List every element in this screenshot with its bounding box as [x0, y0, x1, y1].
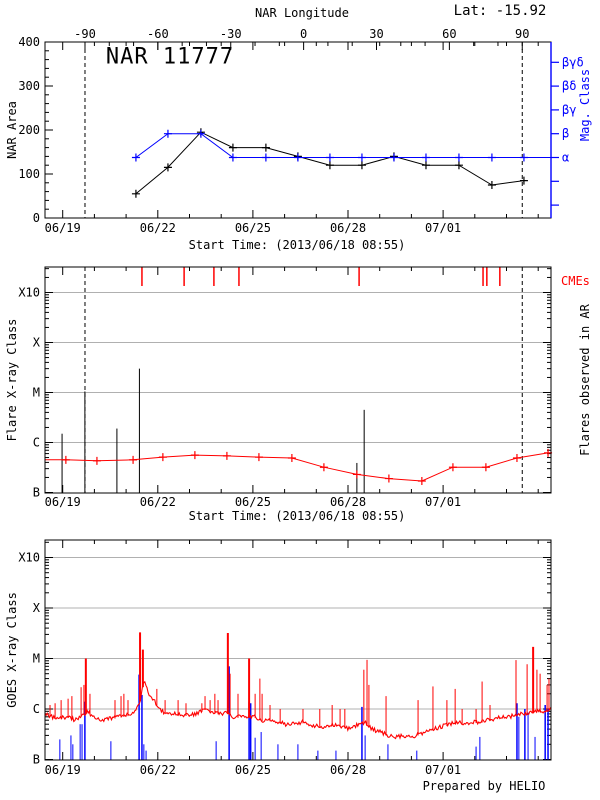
flare-index-marker	[61, 455, 70, 464]
x-tick-label: 06/28	[330, 495, 366, 509]
y-tick-label: B	[33, 486, 40, 500]
page-title: NAR 11777	[105, 44, 235, 70]
mag-class-marker	[293, 153, 302, 162]
flare-index-marker	[254, 453, 263, 462]
mag-class-marker	[519, 153, 528, 162]
x-tick-label: 06/28	[330, 763, 366, 777]
flare-index-marker	[287, 453, 296, 462]
flare-index-marker	[129, 455, 138, 464]
flare-index-marker	[319, 463, 328, 472]
mag-class-marker	[421, 153, 430, 162]
y-tick-label: X	[33, 601, 41, 615]
mag-class-marker	[454, 153, 463, 162]
mag-class-marker	[389, 153, 398, 162]
goes-class-axis-label: GOES X-ray Class	[5, 592, 19, 708]
mag-class-marker	[325, 153, 334, 162]
x-tick-label: 07/01	[425, 763, 461, 777]
start-time-label-1: Start Time: (2013/06/18 08:55)	[188, 238, 406, 252]
y-tick-label: X	[33, 336, 41, 350]
nar-area-marker	[487, 181, 496, 189]
flare-index-marker	[222, 451, 231, 460]
x-tick-label: 06/22	[140, 495, 176, 509]
nar-area-axis-label: NAR Area	[5, 101, 19, 159]
mag-class-marker	[163, 129, 172, 138]
flare-index-marker	[417, 476, 426, 485]
nar-area-marker	[131, 189, 140, 198]
x-tick-label: 06/19	[45, 221, 81, 235]
latitude-label: Lat: -15.92	[453, 3, 547, 19]
x-tick-label: 06/22	[140, 763, 176, 777]
y-tick-label: 400	[18, 35, 40, 49]
flare-index-marker	[384, 474, 393, 483]
flare-index-marker	[190, 451, 199, 460]
mag-tick-label: βδ	[562, 79, 576, 93]
x-tick-label: 06/28	[330, 221, 366, 235]
longitude-tick-label: 0	[300, 27, 307, 41]
y-tick-label: 0	[33, 211, 40, 225]
mag-class-marker	[131, 153, 140, 162]
flare-index-marker	[512, 453, 521, 462]
mag-class-line	[135, 133, 551, 158]
flare-index-marker	[158, 453, 167, 462]
y-tick-label: B	[33, 753, 40, 767]
x-tick-label: 07/01	[425, 221, 461, 235]
flare-index-marker	[481, 463, 490, 472]
nar-area-marker	[454, 161, 463, 170]
longitude-tick-label: -30	[220, 27, 242, 41]
y-tick-label: M	[33, 652, 40, 666]
panel3-frame	[44, 539, 552, 761]
y-tick-label: 300	[18, 79, 40, 93]
y-tick-label: X10	[18, 286, 40, 300]
longitude-tick-label: -90	[74, 27, 96, 41]
x-tick-label: 06/19	[45, 763, 81, 777]
flare-index-marker	[448, 463, 457, 472]
credit-label: Prepared by HELIO	[422, 779, 546, 793]
nar-area-marker	[519, 176, 528, 185]
mag-class-marker	[196, 129, 205, 138]
mag-tick-label: α	[562, 151, 569, 165]
mag-class-axis-label: Mag. Class	[578, 68, 592, 142]
cmes-label: CMEs	[561, 274, 590, 288]
top-axis-title: NAR Longitude	[255, 6, 349, 20]
mag-class-marker	[261, 153, 270, 162]
mag-class-marker	[487, 153, 496, 162]
mag-class-marker	[228, 153, 237, 162]
flare-index-marker	[92, 456, 101, 465]
nar-area-marker	[163, 163, 172, 172]
flare-class-axis-label: Flare X-ray Class	[5, 318, 19, 442]
nar-area-marker	[228, 143, 237, 152]
nar-area-marker	[421, 161, 430, 170]
x-tick-label: 06/25	[235, 221, 271, 235]
y-tick-label: 200	[18, 123, 40, 137]
start-time-label-2: Start Time: (2013/06/18 08:55)	[188, 509, 406, 523]
y-tick-label: C	[33, 436, 40, 450]
mag-tick-label: β	[562, 127, 569, 141]
y-tick-label: 100	[18, 167, 40, 181]
y-tick-label: X10	[18, 551, 40, 565]
flares-observed-label: Flares observed in AR	[578, 304, 592, 456]
nar-area-marker	[261, 143, 270, 152]
longitude-tick-label: 90	[515, 27, 529, 41]
x-tick-label: 07/01	[425, 495, 461, 509]
x-tick-label: 06/22	[140, 221, 176, 235]
longitude-tick-label: -60	[147, 27, 169, 41]
longitude-tick-label: 60	[442, 27, 456, 41]
y-tick-label: C	[33, 702, 40, 716]
goes-xray-curve	[44, 680, 552, 740]
nar-area-marker	[357, 161, 366, 170]
flare-index-line	[44, 452, 549, 482]
x-tick-label: 06/19	[45, 495, 81, 509]
mag-class-marker	[357, 153, 366, 162]
mag-tick-label: βγδ	[562, 55, 584, 69]
panel2-frame	[44, 266, 552, 494]
nar-area-marker	[325, 161, 334, 170]
y-tick-label: M	[33, 386, 40, 400]
mag-tick-label: βγ	[562, 103, 576, 117]
longitude-tick-label: 30	[369, 27, 383, 41]
x-tick-label: 06/25	[235, 763, 271, 777]
x-tick-label: 06/25	[235, 495, 271, 509]
flare-index-marker	[352, 470, 361, 479]
